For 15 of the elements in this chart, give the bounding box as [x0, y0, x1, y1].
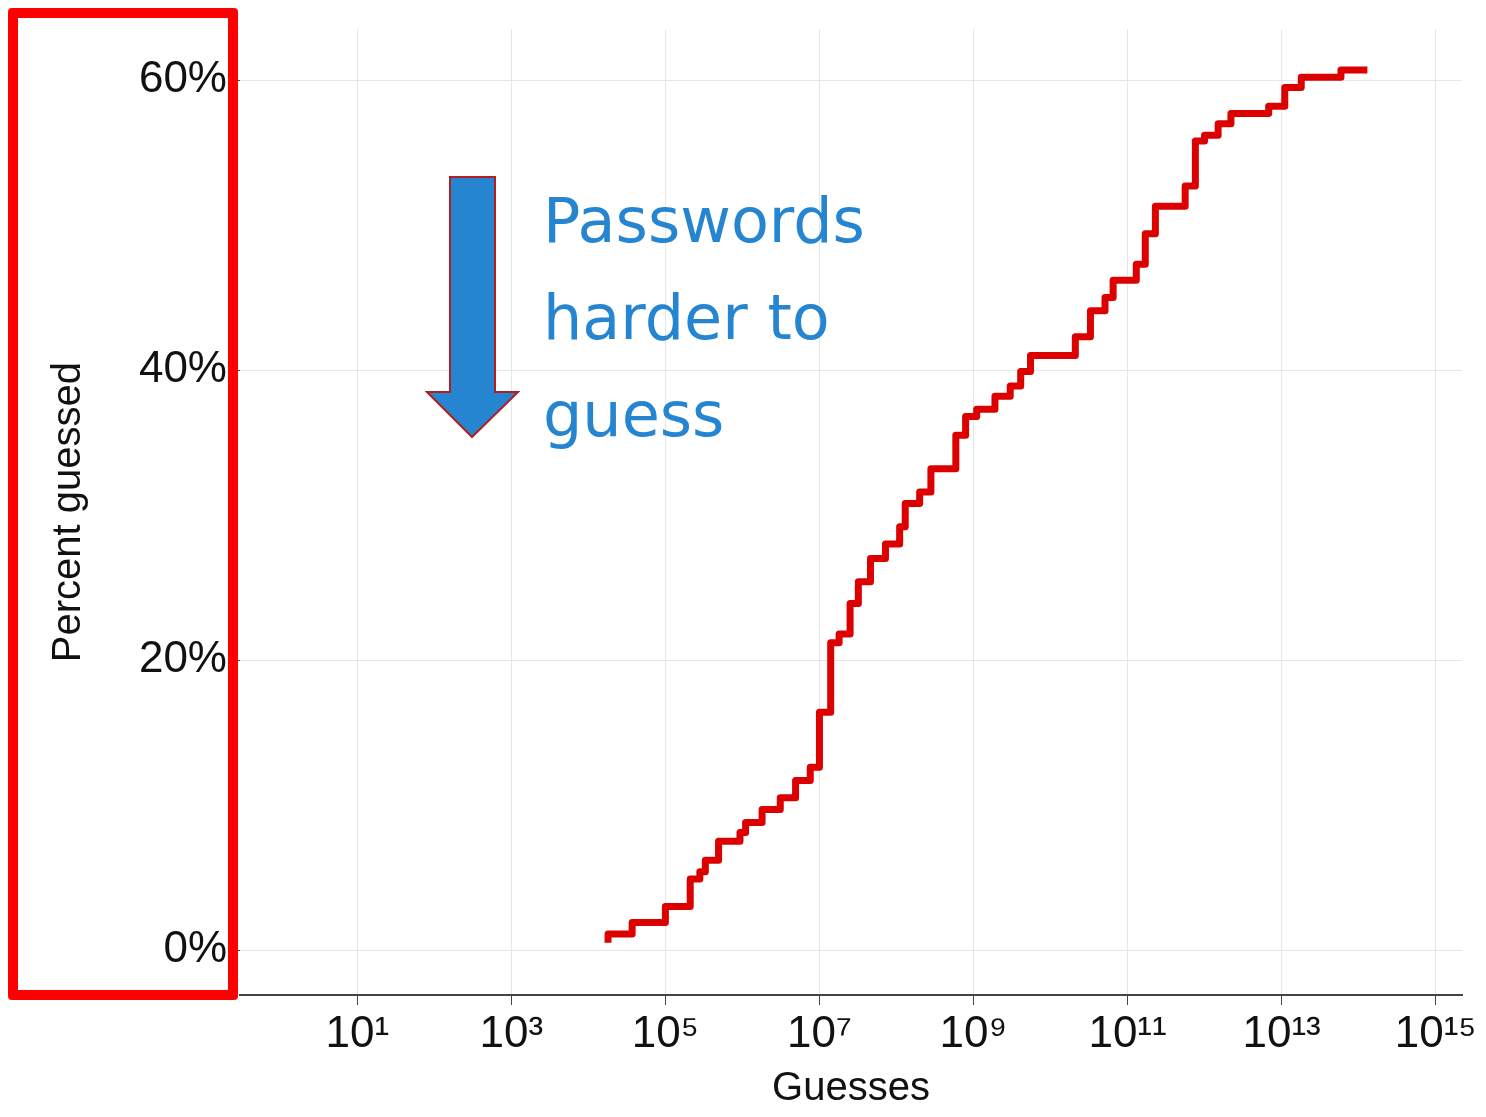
x-axis-title: Guesses [772, 1064, 930, 1109]
x-tick-label: 10¹¹ [1088, 1006, 1167, 1056]
x-tick-label: 10⁹ [939, 1006, 1008, 1056]
x-tick-label: 10¹³ [1242, 1006, 1321, 1056]
x-tick-label: 10¹ [325, 1006, 390, 1056]
annotation: Passwords harder to guess [543, 183, 866, 453]
y-axis-title: Percent guessed [44, 362, 89, 663]
x-tick-label: 10¹⁵ [1394, 1006, 1477, 1056]
y-tick-label: 0% [163, 922, 227, 972]
y-tick-label: 60% [138, 52, 227, 102]
y-tick-label: 40% [138, 342, 227, 392]
y-tick-label: 20% [138, 632, 227, 682]
x-tick-label: 10³ [479, 1006, 544, 1056]
x-tick-label: 10⁵ [631, 1006, 699, 1056]
x-tick-label: 10⁷ [787, 1006, 852, 1056]
